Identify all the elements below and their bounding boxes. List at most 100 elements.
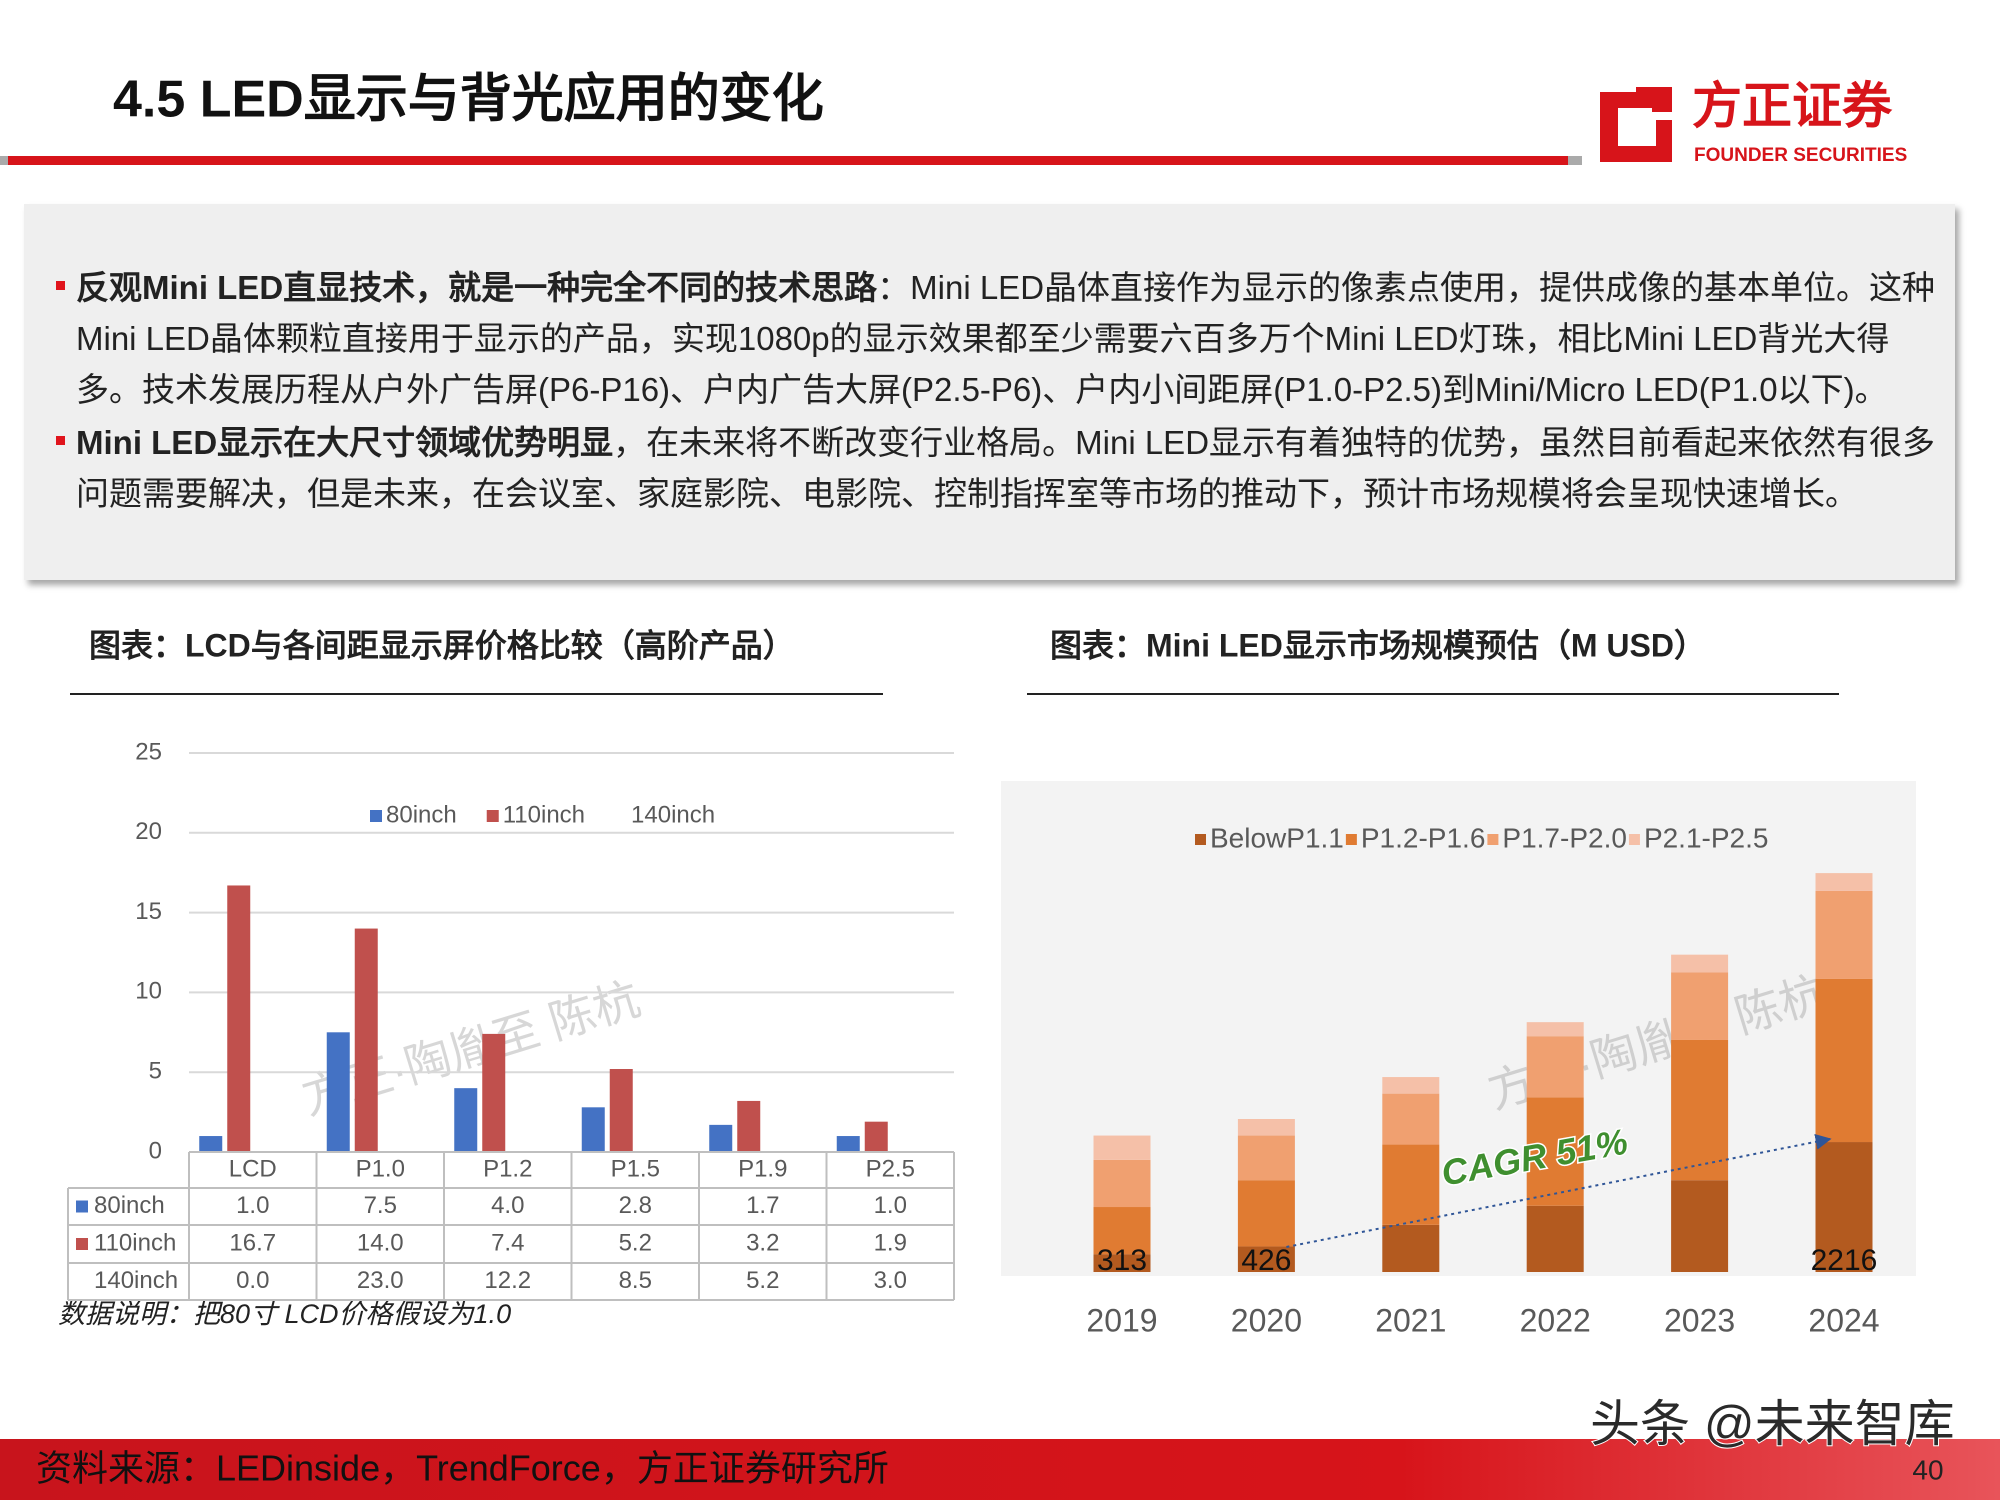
y-tick-label: 15 [135,898,162,925]
title-rule-left [0,156,8,165]
table-row-label: 110inch [94,1229,176,1256]
y-tick-label: 25 [135,738,162,765]
bar-segment [1093,1135,1151,1160]
bar-segment [1237,1246,1295,1272]
table-row-label: 140inch [94,1267,178,1294]
bullet-text: ，在未来将不断改变行业格局。Mini LED显示有着独特的优势，虽然目前看起来依… [76,424,1936,512]
table-value: 7.5 [364,1192,397,1219]
bullet-text: ：Mini LED晶体直接作为显示的像素点使用，提供成像的基本单位。这种Mini… [76,269,1936,408]
x-tick-label: P1.9 [738,1155,787,1182]
bullet: Mini LED显示在大尺寸领域优势明显，在未来将不断改变行业格局。Mini L… [56,417,1945,519]
bar-segment [1526,1036,1584,1098]
source: 资料来源：LEDinside，TrendForce，方正证券研究所 [36,1448,889,1489]
trend-arrow [1286,1133,1832,1248]
table-value: 5.2 [746,1267,779,1294]
table-value: 16.7 [229,1229,276,1256]
table-value: 8.5 [619,1267,652,1294]
footer-band [0,1439,2000,1500]
bar-segment [1815,978,1873,1143]
y-tick-label: 10 [135,978,162,1005]
x-tick-label: 2022 [1520,1302,1591,1338]
legend-marker [1628,834,1640,845]
logo-mark-corner [1636,87,1672,112]
bar-segment [1093,1159,1151,1208]
bar-segment [1237,1135,1295,1181]
x-tick-label: 2020 [1231,1302,1302,1338]
legend-label: 140inch [631,801,715,828]
x-tick-label: 2021 [1375,1302,1446,1338]
bar-segment [1671,972,1729,1040]
slide-title: 4.5 LED显示与背光应用的变化 [113,71,824,129]
bullet-marker [56,281,65,290]
bar [199,1136,223,1152]
annotation: 313 [1097,1244,1147,1277]
bar-segment [1671,1039,1729,1181]
logo-name: 方正证券 [1692,78,1893,134]
logo: 方正证券 FOUNDER SECURITIES [1600,78,1907,166]
legend-label: P1.7-P2.0 [1502,822,1627,853]
legend-marker [486,810,499,822]
bullet-marker [56,436,65,445]
table-value: 1.0 [236,1192,269,1219]
bullet: 反观Mini LED直显技术，就是一种完全不同的技术思路：Mini LED晶体直… [56,262,1945,415]
bar-segment [1671,1180,1729,1272]
table-value: 0.0 [236,1267,269,1294]
legend-marker [1345,834,1357,845]
annotation: 2216 [1811,1244,1878,1277]
bar [454,1088,478,1152]
bar-segment [1237,1119,1295,1136]
x-tick-label: 2023 [1664,1302,1735,1338]
legend-label: P2.1-P2.5 [1644,822,1769,853]
table-value: 3.0 [874,1267,907,1294]
table-value: 3.2 [746,1229,779,1256]
page-number: 40 [1912,1454,1943,1485]
x-tick-label: 2019 [1086,1302,1157,1338]
bar [482,1033,506,1152]
bar-segment [1815,890,1873,979]
bar-segment [1815,873,1873,891]
bar [836,1136,860,1152]
legend-label: BelowP1.1 [1210,822,1344,853]
bar-segment [1382,1224,1440,1272]
annotation: 426 [1241,1244,1291,1277]
bullet-lead: Mini LED显示在大尺寸领域优势明显 [76,424,614,461]
bar [326,1032,350,1152]
chart-note: 数据说明：把80寸 LCD价格假设为1.0 [58,1299,511,1329]
bar [864,1121,888,1152]
y-tick-label: 20 [135,818,162,845]
x-tick-label: P1.0 [356,1155,405,1182]
x-tick-label: P1.5 [611,1155,660,1182]
bar-segment [1237,1180,1295,1247]
legend-marker [370,810,382,822]
logo-en: FOUNDER SECURITIES [1694,145,1907,166]
table-value: 1.7 [746,1192,779,1219]
bar-segment [1815,1142,1873,1272]
table-value: 23.0 [357,1267,404,1294]
table-value: 4.0 [491,1192,524,1219]
x-tick-label: P2.5 [866,1155,915,1182]
bar-segment [1382,1144,1440,1225]
legend-marker [76,1200,88,1213]
bar-segment [1526,1097,1584,1206]
y-tick-label: 0 [149,1137,162,1164]
legend-label: 110inch [503,801,585,828]
legend-marker [76,1238,88,1250]
bar-segment [1671,954,1729,973]
bar-segment [1093,1207,1151,1255]
bar [709,1124,733,1152]
bar [581,1107,605,1152]
bar [354,928,378,1152]
bar-segment [1382,1077,1440,1094]
bar-segment [1526,1022,1584,1037]
bar [609,1069,633,1152]
legend-marker [1487,834,1499,845]
logo-mark [1600,92,1672,162]
chart-title: 图表：LCD与各间距显示屏价格比较（高阶产品） [89,627,795,663]
legend-marker [1195,834,1206,845]
title-rule-right [1568,156,1582,165]
bar [227,885,251,1152]
table-value: 7.4 [491,1229,524,1256]
table-row-label: 80inch [94,1192,165,1219]
